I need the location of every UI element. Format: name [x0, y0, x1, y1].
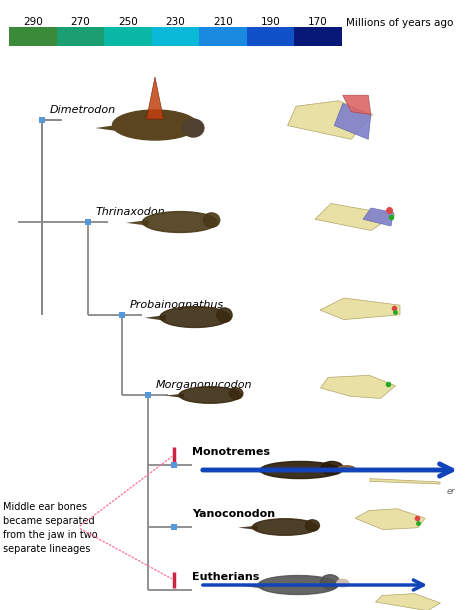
Bar: [57, 27, 104, 46]
Ellipse shape: [217, 308, 232, 322]
Text: Probainognathus: Probainognathus: [130, 300, 224, 310]
Ellipse shape: [253, 518, 317, 535]
Polygon shape: [145, 315, 166, 321]
Bar: [9, 27, 57, 46]
Polygon shape: [370, 479, 440, 484]
Polygon shape: [126, 220, 148, 226]
Text: 170: 170: [308, 17, 328, 27]
Polygon shape: [363, 208, 394, 226]
Polygon shape: [315, 204, 395, 231]
Text: 230: 230: [166, 17, 185, 27]
Ellipse shape: [305, 520, 320, 531]
Polygon shape: [95, 125, 117, 131]
Ellipse shape: [183, 119, 204, 137]
Polygon shape: [238, 525, 258, 530]
Ellipse shape: [338, 466, 354, 470]
Ellipse shape: [337, 580, 349, 587]
Ellipse shape: [229, 388, 243, 399]
Ellipse shape: [260, 461, 340, 479]
Bar: [294, 27, 342, 46]
Text: 270: 270: [71, 17, 90, 27]
Text: er: er: [446, 487, 455, 496]
Text: 210: 210: [213, 17, 233, 27]
Bar: [104, 27, 152, 46]
Ellipse shape: [160, 307, 230, 328]
Polygon shape: [242, 583, 264, 589]
Ellipse shape: [321, 461, 343, 475]
Ellipse shape: [203, 213, 220, 228]
Polygon shape: [321, 375, 395, 398]
Polygon shape: [355, 509, 425, 529]
Text: Middle ear bones
became separated
from the jaw in two
separate lineages: Middle ear bones became separated from t…: [3, 501, 98, 553]
Polygon shape: [146, 77, 163, 119]
Polygon shape: [248, 468, 266, 473]
Polygon shape: [375, 594, 440, 610]
Text: Eutherians: Eutherians: [192, 572, 259, 582]
Ellipse shape: [142, 212, 218, 232]
Text: Thrinaxodon: Thrinaxodon: [96, 207, 166, 217]
Ellipse shape: [112, 110, 197, 140]
Text: Millions of years ago: Millions of years ago: [346, 18, 453, 28]
Bar: [199, 27, 247, 46]
Ellipse shape: [179, 387, 241, 403]
Text: 250: 250: [118, 17, 138, 27]
Text: Monotremes: Monotremes: [192, 447, 270, 457]
Text: 190: 190: [261, 17, 280, 27]
Text: Dimetrodon: Dimetrodon: [50, 105, 116, 115]
Bar: [152, 27, 199, 46]
Polygon shape: [334, 104, 371, 139]
Polygon shape: [320, 298, 400, 320]
Text: Morganonucodon: Morganonucodon: [156, 380, 253, 390]
Bar: [247, 27, 294, 46]
Ellipse shape: [258, 575, 338, 595]
Ellipse shape: [321, 575, 340, 589]
Polygon shape: [287, 101, 373, 139]
Text: 290: 290: [23, 17, 43, 27]
Text: Yanoconodon: Yanoconodon: [192, 509, 275, 519]
Polygon shape: [343, 95, 371, 115]
Polygon shape: [165, 393, 184, 398]
